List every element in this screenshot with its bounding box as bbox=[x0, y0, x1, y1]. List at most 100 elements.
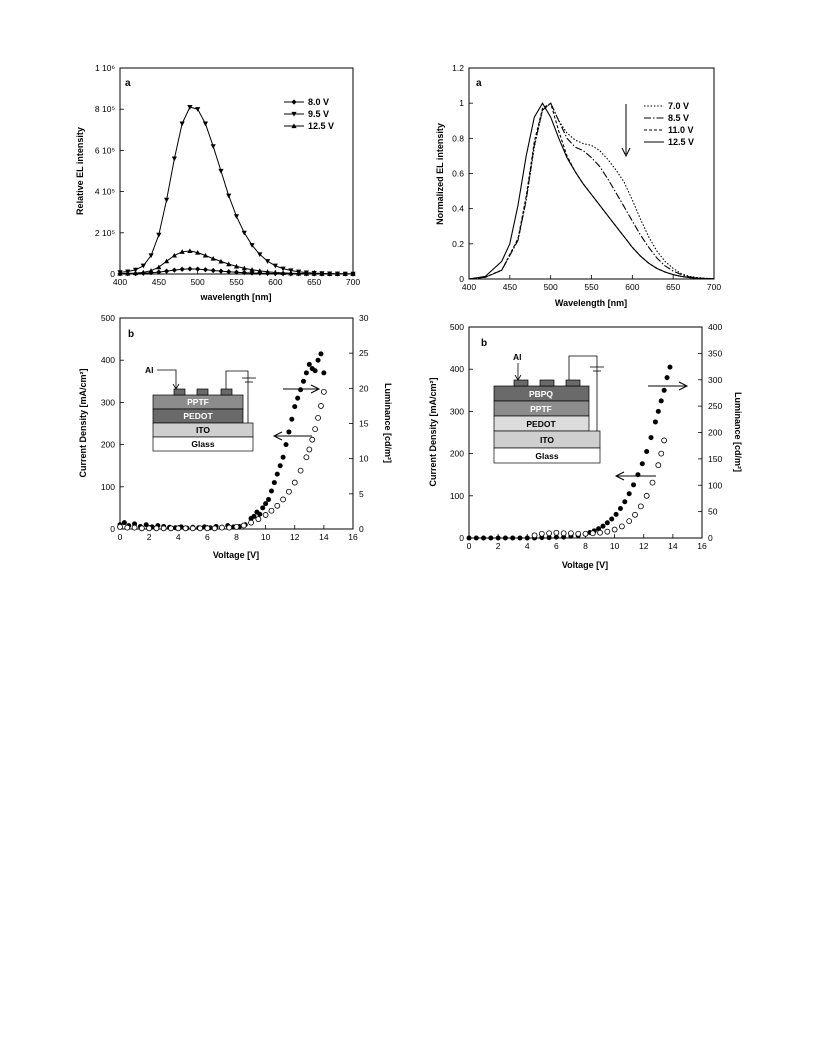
chart-3-point-s1 bbox=[318, 351, 324, 357]
chart-4-point-s1 bbox=[609, 516, 615, 522]
chart-4-point-s2 bbox=[589, 530, 596, 537]
chart-1-point-s3 bbox=[272, 269, 278, 275]
chart-1-point-s2 bbox=[164, 197, 170, 203]
chart-1-point-s1 bbox=[156, 269, 162, 275]
chart-1-point-s3 bbox=[280, 270, 286, 276]
chart-1-x-axis-label: wavelength [nm] bbox=[199, 292, 271, 302]
chart-1-point-s3 bbox=[132, 270, 139, 276]
chart-3-x-tick-label: 4 bbox=[176, 532, 181, 542]
chart-2-y-tick-label: 0.2 bbox=[452, 239, 464, 249]
chart-1-point-s1 bbox=[187, 266, 193, 272]
chart-4-point-s1 bbox=[510, 535, 516, 541]
chart-2-x-tick-label: 550 bbox=[584, 282, 598, 292]
chart-1-y-tick-label: 4 10⁵ bbox=[95, 187, 115, 197]
chart-1-point-s3 bbox=[195, 249, 201, 255]
chart-3-point-s2 bbox=[168, 525, 174, 532]
chart-3-point-s1 bbox=[251, 513, 257, 519]
chart-1-point-s3 bbox=[164, 258, 170, 264]
chart-3-point-s1 bbox=[300, 378, 306, 384]
chart-4-point-s2 bbox=[637, 503, 644, 510]
chart-3-point-s2 bbox=[219, 524, 225, 531]
chart-1-point-s3 bbox=[202, 252, 209, 258]
chart-1-point-s3 bbox=[303, 271, 309, 276]
chart-1-point-s2 bbox=[156, 232, 162, 238]
chart-2-legend-label-3: 11.0 V bbox=[668, 125, 694, 135]
chart-2-x-tick-label: 700 bbox=[707, 282, 721, 292]
chart-1-point-s1 bbox=[164, 268, 170, 274]
chart-1-point-s3 bbox=[218, 258, 224, 264]
chart-2-panel-label: a bbox=[476, 78, 482, 89]
chart-1-point-s3 bbox=[342, 271, 348, 277]
chart-1-point-s3 bbox=[171, 252, 177, 258]
chart-4-jvl-pbpq: b Voltage [V] Current Density [mA/cm²] L… bbox=[428, 322, 743, 570]
chart-3-point-s2 bbox=[131, 524, 138, 531]
chart-4-point-s2 bbox=[655, 462, 662, 469]
chart-4-x-tick-label: 16 bbox=[697, 541, 707, 551]
chart-3-point-s2 bbox=[274, 502, 281, 509]
chart-1-point-s1 bbox=[226, 269, 232, 275]
chart-3-point-s2 bbox=[286, 488, 292, 495]
chart-3-point-s1 bbox=[286, 429, 292, 435]
chart-4-layer-1: PBPQ bbox=[529, 389, 553, 399]
chart-4-y-tick-label: 200 bbox=[450, 449, 464, 459]
chart-4-point-s1 bbox=[631, 482, 637, 488]
chart-3-point-s2 bbox=[153, 525, 160, 532]
chart-3-x-tick-label: 12 bbox=[290, 532, 300, 542]
chart-3-x-tick-label: 16 bbox=[348, 532, 358, 542]
chart-1-x-tick-label: 450 bbox=[152, 277, 166, 287]
chart-4-point-s1 bbox=[648, 435, 654, 441]
chart-3-point-s1 bbox=[312, 368, 318, 374]
chart-3-layer-2: PEDOT bbox=[183, 411, 213, 421]
chart-4-y2-tick-label: 50 bbox=[708, 507, 718, 517]
chart-2-plot-frame bbox=[468, 67, 715, 280]
chart-1-point-s2 bbox=[202, 121, 209, 127]
chart-1-x-tick-label: 650 bbox=[307, 277, 321, 287]
chart-1-legend-marker-2 bbox=[291, 111, 297, 117]
chart-3-point-s2 bbox=[204, 525, 211, 532]
chart-3-x-tick-label: 6 bbox=[205, 532, 210, 542]
chart-1-point-s1 bbox=[202, 267, 209, 273]
chart-3-y2-tick-label: 5 bbox=[359, 489, 364, 499]
chart-1-legend-label-3: 12.5 V bbox=[308, 121, 334, 131]
chart-1-point-s2 bbox=[148, 253, 154, 259]
chart-1-point-s1 bbox=[233, 269, 240, 275]
chart-4-device-inset: PBPQ PPTF PEDOT ITO Glass Al bbox=[493, 352, 604, 464]
chart-3-y2-tick-label: 20 bbox=[359, 383, 369, 393]
chart-4-point-s1 bbox=[466, 535, 472, 541]
chart-1-point-s1 bbox=[241, 270, 247, 276]
chart-3-point-s2 bbox=[291, 479, 298, 486]
chart-1-point-s3 bbox=[179, 249, 185, 254]
chart-4-y2-tick-label: 400 bbox=[708, 322, 722, 332]
chart-2-y-axis-label: Normalized EL intensity bbox=[435, 123, 445, 225]
chart-2-series-line-3 bbox=[468, 102, 715, 280]
chart-1-legend-marker-3 bbox=[291, 123, 297, 129]
chart-3-point-s1 bbox=[266, 496, 272, 502]
chart-1-legend-label-1: 8.0 V bbox=[308, 97, 329, 107]
chart-4-point-s2 bbox=[632, 511, 638, 518]
chart-4-y2-tick-label: 200 bbox=[708, 428, 722, 438]
chart-1-point-s2 bbox=[233, 214, 240, 219]
chart-3-y-tick-label: 400 bbox=[101, 355, 115, 365]
chart-4-point-s1 bbox=[488, 535, 494, 541]
chart-3-point-s2 bbox=[138, 525, 145, 532]
chart-1-point-s3 bbox=[249, 267, 255, 272]
chart-3-point-s1 bbox=[303, 370, 309, 376]
chart-4-layer-5: Glass bbox=[535, 451, 558, 461]
chart-3-point-s2 bbox=[211, 525, 218, 532]
chart-1-point-s2 bbox=[226, 193, 232, 199]
chart-1-point-s3 bbox=[334, 271, 341, 276]
chart-3-y-tick-label: 300 bbox=[101, 397, 115, 407]
chart-1-x-tick-label: 500 bbox=[191, 277, 205, 287]
chart-1-panel-label: a bbox=[125, 78, 131, 89]
chart-2-x-tick-label: 450 bbox=[503, 282, 517, 292]
chart-3-left-arrow bbox=[272, 431, 312, 441]
chart-4-point-s2 bbox=[560, 530, 567, 537]
chart-3-point-s1 bbox=[315, 357, 321, 363]
chart-1-point-s2 bbox=[249, 243, 255, 248]
chart-3-point-s2 bbox=[318, 403, 324, 409]
chart-3-y-tick-label: 500 bbox=[101, 313, 115, 323]
chart-3-y2-tick-label: 15 bbox=[359, 419, 369, 429]
chart-1-point-s2 bbox=[241, 230, 247, 236]
chart-1-point-s3 bbox=[319, 271, 325, 276]
chart-4-y2-tick-label: 350 bbox=[708, 348, 722, 358]
